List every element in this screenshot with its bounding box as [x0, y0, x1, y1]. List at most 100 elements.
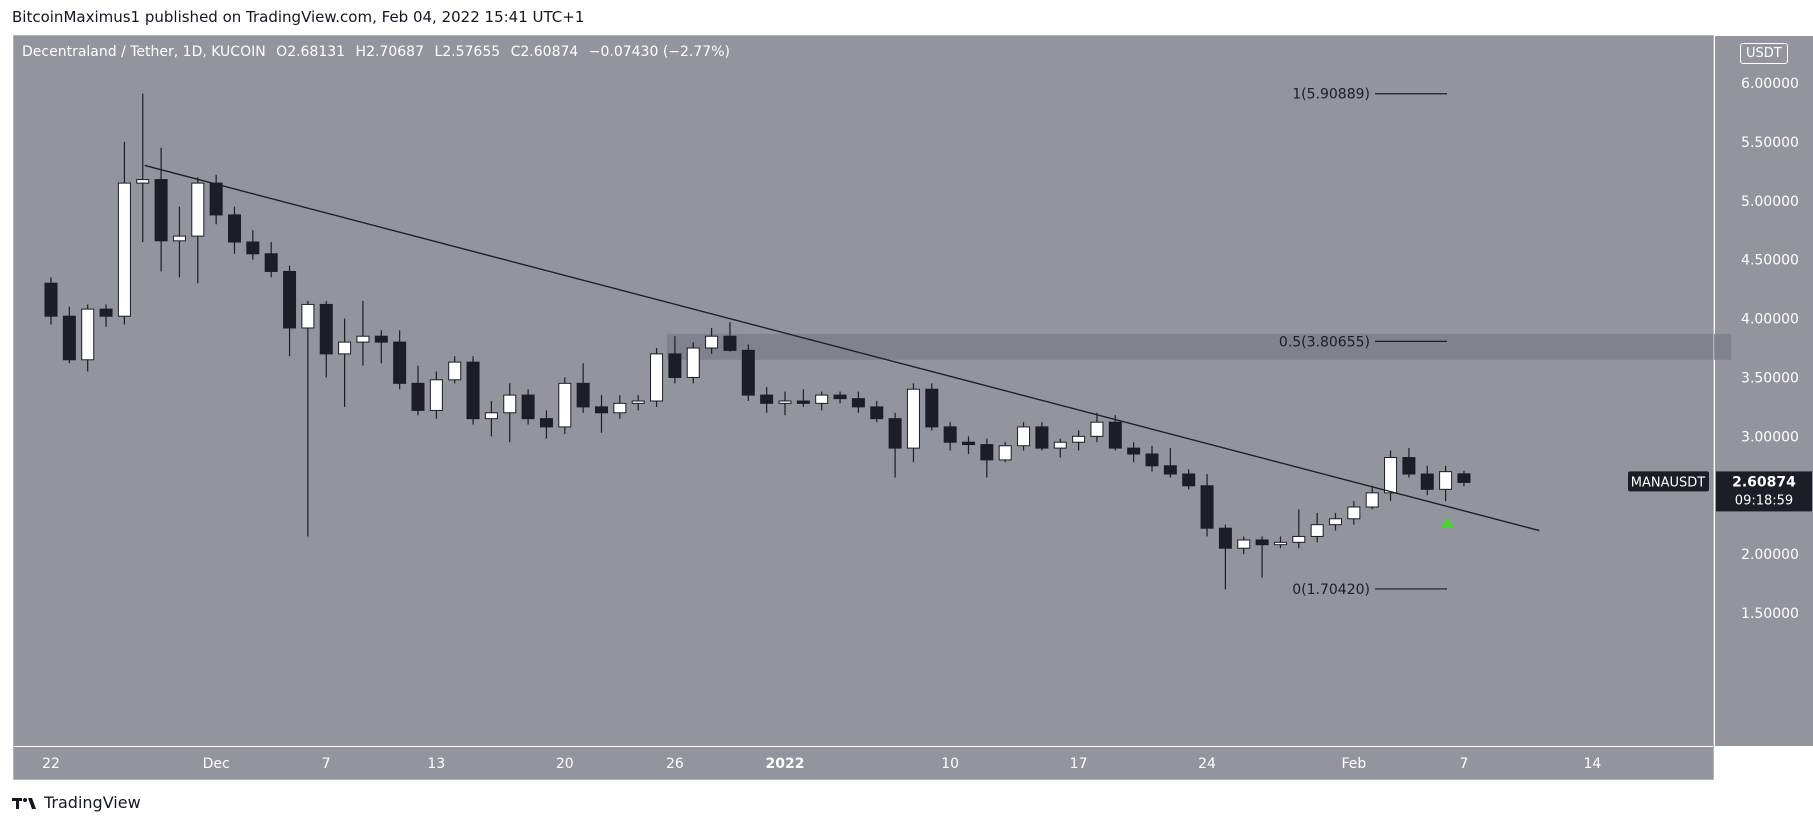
candle-body-down	[668, 353, 682, 378]
time-axis[interactable]: 22 Dec 7 13 20 26 2022 10 17 24 Feb 7 14	[42, 756, 1601, 772]
fib-level-label-2: 0(1.70420)	[1292, 582, 1370, 598]
time-tick-5: 26	[666, 756, 684, 772]
time-tick-13: 14	[1583, 756, 1601, 772]
candle-body-down	[1200, 485, 1214, 529]
candle-46	[888, 412, 902, 478]
candle-16	[338, 318, 352, 407]
time-tick-6: 2022	[766, 756, 805, 772]
candle-72	[1365, 485, 1379, 510]
candle-body-up	[998, 445, 1012, 461]
price-tick-8: 2.00000	[1741, 547, 1799, 563]
price-tick-1: 5.50000	[1741, 135, 1799, 151]
candle-28	[558, 377, 572, 434]
time-tick-0: 22	[42, 756, 60, 772]
time-tick-12: 7	[1459, 756, 1468, 772]
candle-39	[760, 386, 774, 413]
candle-67	[1273, 536, 1287, 549]
arrow-up-icon	[1440, 517, 1455, 528]
candle-8	[191, 177, 205, 284]
candle-47	[906, 383, 920, 463]
candle-5	[136, 93, 150, 242]
candle-body-down	[833, 394, 847, 400]
fib-levels-layer: 1(5.90889) 0.5(3.80655) 0(1.70420)	[1279, 87, 1447, 598]
candle-body-down	[925, 388, 939, 428]
candle-body-up	[631, 400, 645, 404]
change-value: −0.07430 (−2.77%)	[588, 44, 730, 60]
candle-37	[723, 322, 737, 352]
candle-25	[503, 383, 517, 443]
candle-body-up	[1292, 535, 1306, 543]
low-value: 2.57655	[442, 44, 501, 60]
price-tick-2: 5.00000	[1741, 194, 1799, 210]
candle-59	[1127, 442, 1141, 463]
candle-body-down	[796, 400, 810, 404]
candle-40	[778, 391, 792, 416]
close-label: C	[510, 44, 521, 60]
candle-countdown: 09:18:59	[1735, 493, 1793, 508]
candle-44	[851, 391, 865, 413]
candle-body-down	[374, 335, 388, 343]
candle-body-down	[44, 282, 58, 317]
price-tick-3: 4.50000	[1741, 253, 1799, 269]
candle-body-up	[448, 361, 462, 381]
candle-2	[81, 304, 95, 372]
footer-brand[interactable]: TradingView	[12, 793, 141, 812]
candle-42	[815, 391, 829, 411]
candle-body-down	[466, 361, 480, 420]
fib-level-label-0: 1(5.90889)	[1292, 87, 1370, 103]
high-value: 2.70687	[366, 44, 424, 60]
candle-body-down	[411, 382, 425, 411]
candle-body-up	[338, 341, 352, 355]
price-tick-5: 3.50000	[1741, 370, 1799, 386]
candle-51	[980, 438, 994, 478]
candle-7	[172, 206, 186, 278]
last-price-box	[1716, 471, 1812, 512]
open-value: 2.68131	[287, 44, 346, 60]
candle-body-down	[576, 382, 590, 408]
candle-6	[154, 147, 168, 272]
price-axis[interactable]: 6.00000 5.50000 5.00000 4.50000 4.00000 3.500…	[1741, 76, 1799, 622]
candle-body-up	[356, 335, 370, 343]
candle-body-down	[99, 308, 113, 317]
time-tick-4: 20	[556, 756, 574, 772]
candle-body-down	[1255, 539, 1269, 546]
candle-3	[99, 304, 113, 327]
candle-body-up	[484, 412, 498, 420]
symbol-tag-label: MANAUSDT	[1631, 475, 1706, 490]
candle-38	[741, 344, 755, 401]
time-axis-background	[14, 747, 1714, 779]
candle-body-up	[1237, 539, 1251, 549]
time-tick-9: 24	[1198, 756, 1216, 772]
candle-55	[1053, 438, 1067, 458]
candle-31	[613, 395, 627, 419]
candle-23	[466, 356, 480, 425]
candle-body-up	[1090, 421, 1104, 437]
candle-68	[1292, 509, 1306, 549]
candle-48	[925, 383, 939, 431]
time-tick-1: Dec	[203, 756, 230, 772]
candle-15	[319, 300, 333, 378]
candle-body-up	[1017, 426, 1031, 447]
price-tick-9: 1.50000	[1741, 606, 1799, 622]
open-label: O	[276, 44, 288, 60]
candle-34	[668, 336, 682, 384]
candle-26	[521, 389, 535, 425]
candle-36	[705, 327, 719, 354]
candle-body-up	[1053, 441, 1067, 449]
candle-17	[356, 300, 370, 366]
candle-body-up	[191, 182, 205, 237]
candle-body-down	[283, 270, 297, 329]
candle-body-down	[760, 394, 774, 404]
candle-71	[1347, 501, 1361, 525]
time-tick-8: 17	[1070, 756, 1088, 772]
candle-body-down	[1035, 426, 1049, 449]
high-label: H	[355, 44, 367, 60]
candle-27	[539, 410, 553, 439]
time-tick-7: 10	[941, 756, 959, 772]
candle-body-down	[741, 349, 755, 396]
candle-29	[576, 363, 590, 413]
candle-body-down	[62, 315, 76, 361]
candle-18	[374, 330, 388, 364]
currency-badge[interactable]: USDT	[1740, 43, 1788, 64]
